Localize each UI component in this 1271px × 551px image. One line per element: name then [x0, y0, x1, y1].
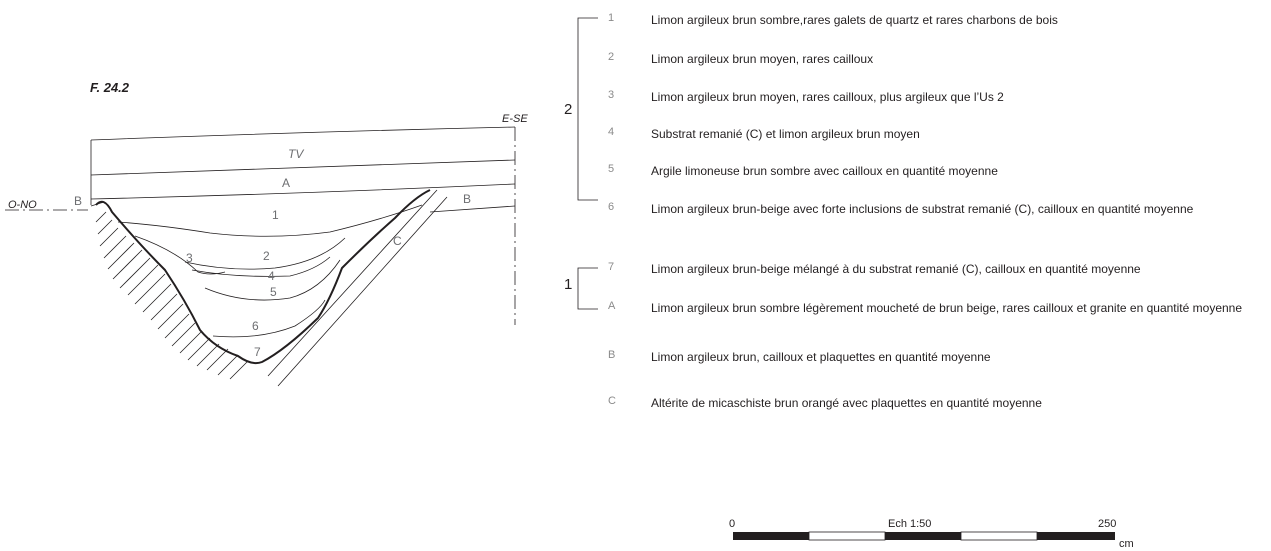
- layer-1-base: [117, 204, 423, 237]
- legend-brackets: [577, 17, 598, 310]
- legend-item-text: Limon argileux brun moyen, rares caillou…: [651, 52, 874, 66]
- b-base-line-right: [429, 205, 516, 213]
- legend-item-text: Altérite de micaschiste brun orangé avec…: [651, 396, 1042, 410]
- bracket-group-2: [577, 17, 598, 201]
- layer-label-1: 1: [272, 208, 279, 222]
- legend-item-code: 6: [608, 201, 615, 213]
- legend-item-text: Limon argileux brun-beige avec forte inc…: [651, 202, 1194, 216]
- layer-label-4: 4: [268, 269, 275, 283]
- layer-label-7: 7: [254, 345, 261, 359]
- substrate-line-2: [277, 196, 448, 387]
- scale-end-label: 250: [1098, 518, 1116, 530]
- layer-label-6: 6: [252, 319, 259, 333]
- scale-segment-2: [808, 531, 886, 541]
- scale-start-label: 0: [729, 518, 735, 530]
- layer-label-c: C: [393, 234, 402, 248]
- legend-item-text: Limon argileux brun sombre légèrement mo…: [651, 301, 1243, 315]
- layer-5-base: [204, 259, 341, 301]
- pit-outline: [95, 189, 431, 365]
- bracket-group-1: [577, 267, 598, 310]
- legend-item-text: Limon argileux brun-beige mélangé à du s…: [651, 262, 1141, 276]
- layer-label-a: A: [282, 176, 290, 190]
- surface-line: [90, 126, 516, 141]
- layer-label-3: 3: [186, 251, 193, 265]
- legend: 2 1 1 Limon argileux brun sombre,rares g…: [560, 0, 1271, 420]
- legend-item-code: 4: [608, 126, 615, 138]
- bedrock-hatching: [95, 211, 249, 380]
- tv-base-line: [90, 159, 516, 176]
- legend-item-text: Limon argileux brun sombre,rares galets …: [651, 13, 1058, 27]
- scale-title: Ech 1:50: [888, 518, 931, 530]
- scale-segment-1: [733, 532, 809, 540]
- legend-item-code: B: [608, 349, 616, 361]
- legend-item-text: Argile limoneuse brun sombre avec caillo…: [651, 164, 998, 178]
- layer-6-top: [212, 299, 326, 338]
- scale-segment-3: [885, 532, 961, 540]
- layer-4-base: [191, 256, 331, 277]
- scale-segment-4: [960, 531, 1038, 541]
- legend-item-code: 2: [608, 51, 615, 63]
- legend-item-code: 5: [608, 163, 615, 175]
- legend-item-text: Limon argileux brun, cailloux et plaquet…: [651, 350, 991, 364]
- scale-unit: cm: [1119, 538, 1134, 550]
- layer-2-base: [184, 237, 346, 270]
- layer-label-tv: TV: [288, 147, 304, 161]
- orientation-left: O-NO: [8, 199, 37, 211]
- legend-group-label: 2: [564, 101, 573, 118]
- a-base-line: [90, 183, 516, 200]
- legend-item-text: Limon argileux brun moyen, rares caillou…: [651, 90, 1004, 104]
- legend-item-code: 7: [608, 261, 615, 273]
- orientation-right: E-SE: [502, 113, 528, 125]
- substrate-line-1: [267, 189, 438, 377]
- layer-label-2: 2: [263, 249, 270, 263]
- layer-3-line: [134, 235, 226, 275]
- layer-label-5: 5: [270, 285, 277, 299]
- scale-bar: 0 Ech 1:50 250 cm: [729, 518, 1134, 550]
- legend-item-text: Substrat remanié (C) et limon argileux b…: [651, 127, 920, 141]
- legend-group-label: 1: [564, 276, 573, 293]
- layer-label-b-right: B: [463, 192, 471, 206]
- legend-item-code: A: [608, 300, 616, 312]
- figure-title: F. 24.2: [90, 80, 130, 95]
- layer-label-b-left: B: [74, 194, 82, 208]
- scale-segment-5: [1037, 532, 1115, 540]
- legend-item-code: 1: [608, 12, 615, 24]
- legend-item-code: 3: [608, 89, 615, 101]
- stratigraphic-section: O-NO E-SE TV A B B 1 2 3 4 5 6 7 C: [5, 113, 528, 387]
- legend-item-code: C: [608, 395, 616, 407]
